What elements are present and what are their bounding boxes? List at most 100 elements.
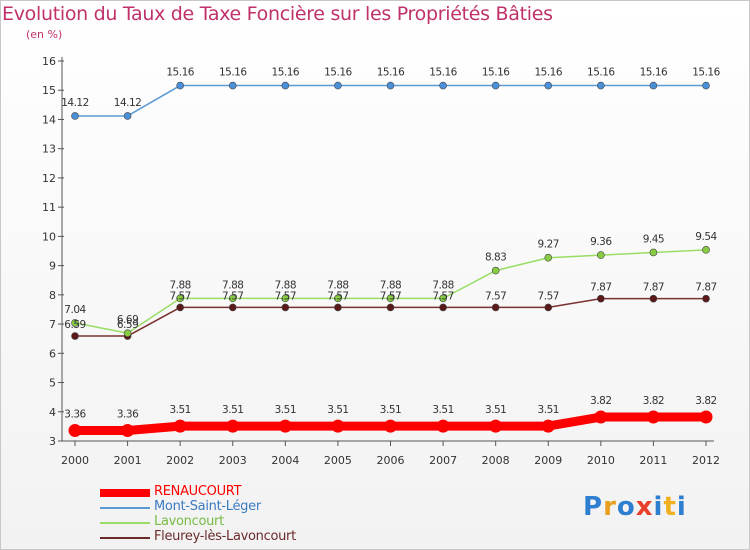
data-point xyxy=(597,81,605,90)
data-point xyxy=(68,423,82,437)
series-line xyxy=(74,84,707,117)
proxiti-logo: Proxiti xyxy=(583,492,687,522)
data-label: 15.16 xyxy=(692,67,720,79)
y-tick-label: 13 xyxy=(42,143,56,156)
axes: 3 4 5 6 7 8 9 10 11 12 13 14 15 16 2000 2001 2002 2003 200… xyxy=(42,55,720,467)
y-tick-label: 7 xyxy=(49,318,56,331)
x-tick-label: 2005 xyxy=(324,454,352,467)
data-point xyxy=(176,81,184,90)
data-label: 15.16 xyxy=(377,67,405,79)
y-tick-label: 15 xyxy=(42,84,56,97)
data-point xyxy=(541,419,555,433)
x-tick-label: 2007 xyxy=(429,454,457,467)
data-label: 7.88 xyxy=(169,279,190,291)
y-tick-label: 5 xyxy=(49,377,56,390)
legend-item-lavoncourt: Lavoncourt xyxy=(100,514,360,530)
data-point xyxy=(226,419,240,433)
data-point xyxy=(121,423,135,437)
data-point xyxy=(384,419,397,433)
x-tick-label: 2012 xyxy=(692,454,720,467)
data-label: 8.83 xyxy=(485,252,506,264)
data-point xyxy=(702,294,710,303)
data-label: 3.36 xyxy=(117,408,139,420)
data-point xyxy=(649,248,658,257)
data-label: 7.88 xyxy=(432,279,453,291)
data-point xyxy=(491,266,500,275)
y-tick-label: 8 xyxy=(49,289,56,302)
y-tick-label: 16 xyxy=(42,55,56,68)
data-point xyxy=(173,419,187,433)
data-point xyxy=(228,303,237,312)
data-point xyxy=(334,294,342,303)
data-label: 3.51 xyxy=(169,404,190,416)
data-label: 7.88 xyxy=(380,279,401,291)
logo-letter: r xyxy=(603,492,617,522)
data-point xyxy=(123,112,132,120)
legend-swatch xyxy=(100,489,150,497)
data-point xyxy=(439,303,447,312)
y-tick-label: 10 xyxy=(42,230,56,243)
data-point xyxy=(386,81,395,90)
logo-letter: o xyxy=(616,492,636,522)
data-point xyxy=(597,251,605,259)
data-label: 7.57 xyxy=(169,290,190,302)
data-point xyxy=(649,81,658,90)
logo-letter: i xyxy=(653,492,664,522)
data-label: 3.51 xyxy=(327,404,348,416)
data-point xyxy=(489,419,503,433)
data-point xyxy=(597,294,605,303)
legend-label: Lavoncourt xyxy=(154,514,224,529)
data-label: 7.57 xyxy=(432,290,453,302)
data-label: 7.57 xyxy=(222,290,243,302)
data-label: 3.51 xyxy=(380,404,401,416)
data-label: 6.59 xyxy=(117,319,138,331)
legend-label: Mont-Saint-Léger xyxy=(154,499,261,514)
data-label: 15.16 xyxy=(272,67,300,79)
legend: RENAUCOURT Mont-Saint-Léger Lavoncourt F… xyxy=(100,484,360,545)
data-point xyxy=(386,303,395,312)
data-label: 7.57 xyxy=(538,290,559,302)
data-label: 3.51 xyxy=(275,404,296,416)
data-point xyxy=(544,81,553,90)
y-tick-label: 14 xyxy=(42,113,56,126)
legend-swatch xyxy=(100,537,150,539)
data-label: 9.54 xyxy=(695,231,717,243)
x-tick-label: 2011 xyxy=(639,454,667,467)
data-point xyxy=(331,419,345,433)
data-label: 9.45 xyxy=(643,233,664,245)
data-point xyxy=(702,81,710,90)
data-point xyxy=(699,410,713,424)
data-label: 15.16 xyxy=(640,67,668,79)
logo-letter: i xyxy=(676,492,687,522)
data-point xyxy=(439,294,447,303)
data-point xyxy=(71,112,79,120)
y-tick-label: 3 xyxy=(49,435,56,448)
data-point xyxy=(491,303,500,312)
data-label: 14.12 xyxy=(114,97,142,109)
data-label: 14.12 xyxy=(61,97,89,109)
x-tick-label: 2002 xyxy=(166,454,194,467)
data-point xyxy=(439,81,447,90)
legend-swatch xyxy=(100,507,150,509)
data-label: 3.82 xyxy=(590,395,611,407)
data-label: 7.87 xyxy=(695,282,716,294)
data-label: 15.16 xyxy=(429,67,457,79)
chart-title: Evolution du Taux de Taxe Foncière sur l… xyxy=(2,3,553,25)
logo-letter: x xyxy=(635,492,654,522)
y-tick-label: 9 xyxy=(49,260,56,273)
data-label: 9.36 xyxy=(590,236,612,248)
data-point xyxy=(334,303,342,312)
data-point xyxy=(123,329,132,337)
data-label: 15.16 xyxy=(587,67,615,79)
data-point xyxy=(228,81,237,90)
data-label: 7.57 xyxy=(275,290,296,302)
logo-letter: P xyxy=(583,492,604,522)
data-point xyxy=(702,246,710,254)
x-tick-label: 2010 xyxy=(587,454,615,467)
x-tick-label: 2008 xyxy=(482,454,510,467)
data-label: 7.04 xyxy=(64,304,86,316)
data-labels: 6.59 6.59 7.57 7.57 7.57 7.57 7.57 7.57 7.57 7.57… xyxy=(61,67,721,421)
data-point xyxy=(71,319,79,327)
